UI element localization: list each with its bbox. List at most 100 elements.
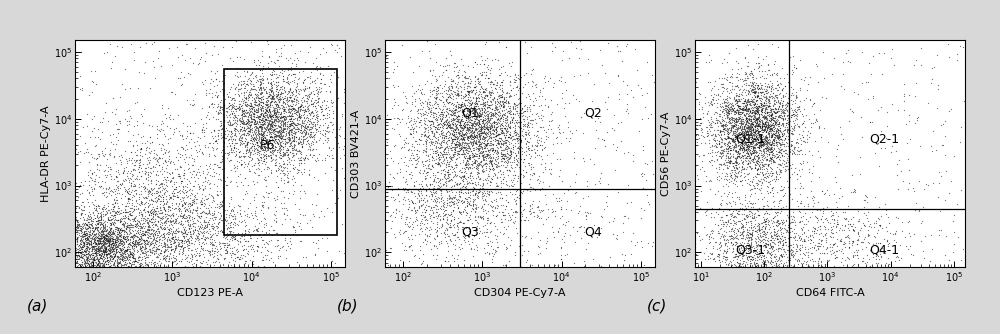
Point [84, 222, 100, 227]
Point [228, 85, 244, 90]
Point [450, 69, 466, 74]
Point [752, 141, 768, 146]
Point [480, 116, 496, 121]
Point [194, 225, 210, 230]
Point [773, 253, 789, 258]
Point [754, 97, 770, 102]
Point [505, 103, 521, 109]
Point [192, 228, 208, 233]
Point [207, 239, 223, 245]
Point [456, 172, 472, 177]
Point [298, 108, 314, 114]
Point [116, 235, 132, 241]
Point [949, 201, 965, 206]
Point [503, 108, 519, 113]
Point [784, 131, 800, 137]
Point [407, 165, 423, 170]
Point [125, 219, 141, 224]
Point [488, 120, 504, 125]
Point [93, 256, 109, 261]
Point [245, 136, 261, 141]
Point [785, 132, 801, 137]
Point [957, 138, 973, 143]
Point [755, 102, 771, 108]
Point [249, 119, 265, 124]
Point [448, 104, 464, 109]
Point [771, 132, 787, 137]
Point [541, 122, 557, 127]
Point [249, 140, 265, 145]
Point [216, 123, 232, 129]
Point [143, 207, 159, 212]
Point [756, 101, 772, 106]
Point [498, 226, 514, 231]
Point [802, 233, 818, 238]
Point [741, 124, 757, 129]
Point [386, 96, 402, 102]
Point [442, 158, 458, 164]
Point [88, 207, 104, 212]
Point [718, 152, 734, 157]
Point [275, 97, 291, 102]
Point [727, 158, 743, 163]
Point [280, 136, 296, 141]
Point [103, 246, 119, 252]
Point [106, 261, 122, 266]
Point [751, 103, 767, 109]
Point [212, 105, 228, 110]
Point [880, 243, 896, 248]
Point [759, 125, 775, 130]
Point [463, 162, 479, 167]
Point [219, 248, 235, 254]
Point [760, 89, 776, 94]
Point [403, 122, 419, 128]
Point [773, 147, 789, 152]
Point [276, 210, 292, 215]
Point [724, 137, 740, 142]
Point [760, 132, 776, 137]
Point [78, 233, 94, 238]
Point [727, 201, 743, 207]
Point [101, 263, 117, 268]
Point [553, 253, 569, 258]
Point [286, 134, 302, 140]
Point [165, 234, 181, 240]
Point [131, 239, 147, 245]
Point [740, 125, 756, 130]
Point [490, 132, 506, 137]
Point [467, 191, 483, 196]
Point [490, 163, 506, 169]
Point [103, 235, 119, 241]
Point [85, 258, 101, 263]
Point [201, 250, 217, 256]
Point [223, 208, 239, 213]
Point [90, 244, 106, 249]
Point [69, 235, 85, 240]
Point [179, 195, 195, 200]
Point [727, 200, 743, 205]
Point [505, 115, 521, 120]
Point [475, 153, 491, 158]
Point [715, 167, 731, 172]
Point [229, 128, 245, 133]
Point [491, 92, 507, 98]
Point [749, 98, 765, 103]
Point [620, 110, 636, 115]
Point [509, 179, 525, 184]
Point [733, 167, 749, 173]
Point [459, 204, 475, 209]
Point [485, 112, 501, 117]
Point [518, 170, 534, 175]
Point [725, 234, 741, 240]
Point [519, 121, 535, 126]
Point [491, 140, 507, 145]
Point [746, 262, 762, 267]
Point [448, 106, 464, 112]
Point [301, 142, 317, 147]
Point [758, 134, 774, 140]
Point [268, 230, 284, 235]
Point [153, 224, 169, 229]
Point [260, 147, 276, 153]
Point [92, 256, 108, 261]
Point [509, 136, 525, 142]
